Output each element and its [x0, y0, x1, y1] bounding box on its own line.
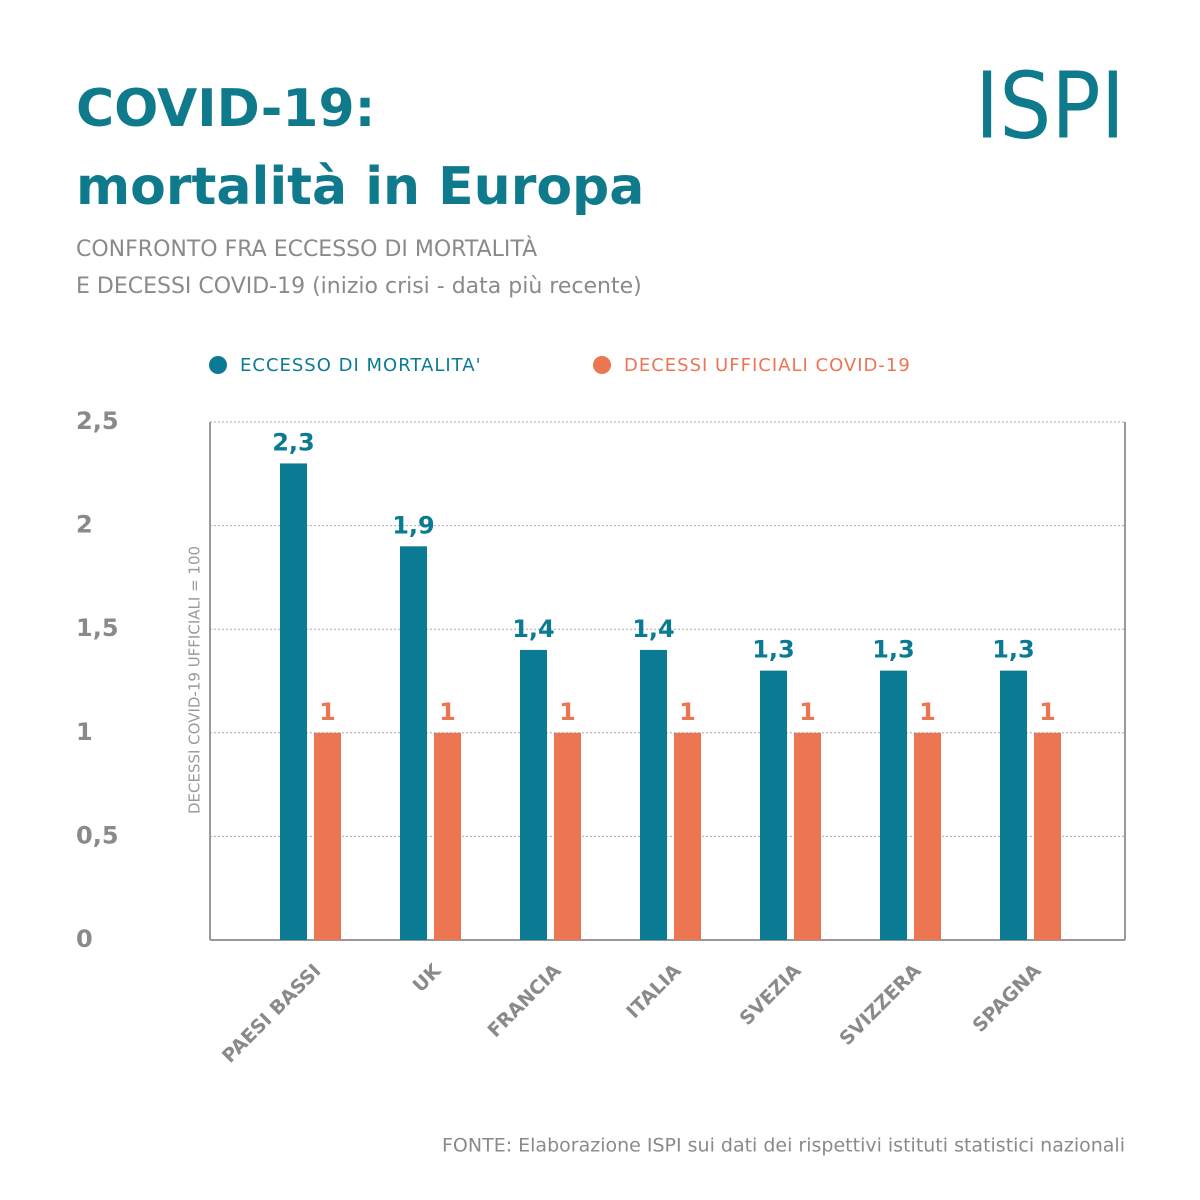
bar — [880, 670, 907, 940]
y-tick-label: 0 — [76, 925, 93, 953]
source: FONTE: Elaborazione ISPI sui dati dei ri… — [442, 1135, 1125, 1157]
bar — [400, 546, 427, 940]
x-tick-label: SPAGNA — [969, 960, 1046, 1037]
bar — [914, 732, 941, 940]
bar — [674, 732, 701, 940]
data-label: 2,3 — [272, 428, 315, 456]
data-label: 1,4 — [512, 615, 555, 643]
bar — [554, 732, 581, 940]
bar — [1000, 670, 1027, 940]
x-tick-label: FRANCIA — [483, 960, 565, 1042]
chart-subtitle: CONFRONTO FRA ECCESSO DI MORTALITÀ — [76, 236, 537, 262]
bar — [760, 670, 787, 940]
data-label: 1,3 — [752, 636, 795, 664]
legend-marker — [593, 356, 611, 374]
data-label: 1,3 — [992, 636, 1035, 664]
legend-marker — [209, 356, 227, 374]
y-tick-label: 0,5 — [76, 821, 119, 849]
bar — [640, 649, 667, 940]
y-axis-label: DECESSI COVID-19 UFFICIALI = 100 — [186, 546, 204, 814]
data-label: 1,4 — [632, 615, 675, 643]
chart-title: mortalità in Europa — [76, 157, 644, 217]
bar — [1034, 732, 1061, 940]
x-tick-label: ITALIA — [622, 960, 685, 1023]
data-label: 1 — [1039, 698, 1056, 726]
bar — [794, 732, 821, 940]
data-label: 1,3 — [872, 636, 915, 664]
data-label: 1 — [559, 698, 576, 726]
legend-label: ECCESSO DI MORTALITA' — [240, 355, 482, 376]
bar — [520, 649, 547, 940]
chart-title: COVID-19: — [76, 79, 375, 139]
x-tick-label: SVIZZERA — [835, 960, 925, 1050]
data-label: 1 — [679, 698, 696, 726]
y-tick-label: 2 — [76, 511, 93, 539]
bar — [434, 732, 461, 940]
bar — [280, 463, 307, 940]
bar — [314, 732, 341, 940]
y-tick-label: 1 — [76, 718, 93, 746]
chart-subtitle: E DECESSI COVID-19 (inizio crisi - data … — [76, 274, 642, 299]
x-tick-label: SVEZIA — [735, 960, 805, 1030]
y-tick-label: 2,5 — [76, 407, 119, 435]
logo: ISPI — [975, 52, 1125, 159]
data-label: 1 — [919, 698, 936, 726]
legend-label: DECESSI UFFICIALI COVID-19 — [624, 355, 911, 376]
data-label: 1 — [799, 698, 816, 726]
data-label: 1 — [319, 698, 336, 726]
x-tick-label: UK — [409, 959, 447, 997]
y-tick-label: 1,5 — [76, 614, 119, 642]
data-label: 1 — [439, 698, 456, 726]
x-tick-label: PAESI BASSI — [218, 960, 325, 1067]
data-label: 1,9 — [392, 511, 435, 539]
